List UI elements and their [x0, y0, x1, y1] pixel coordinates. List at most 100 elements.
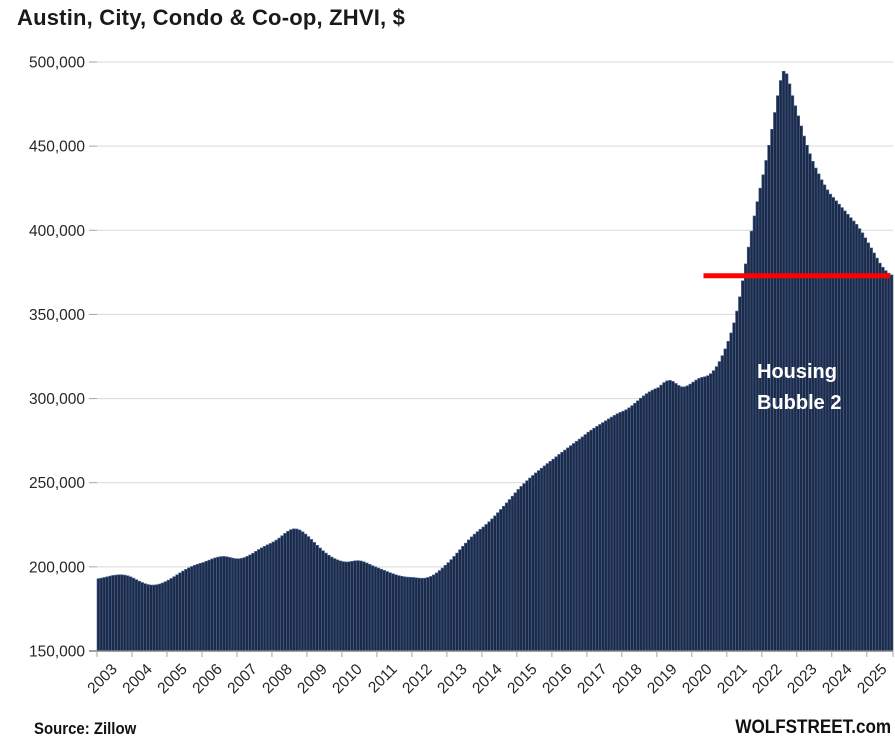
- bar: [122, 574, 127, 652]
- bar: [155, 584, 159, 652]
- bar: [169, 578, 174, 652]
- bar: [528, 477, 532, 652]
- bar: [195, 564, 200, 652]
- bar: [563, 449, 567, 652]
- bar: [475, 531, 480, 652]
- bar: [452, 556, 456, 652]
- bar: [137, 580, 142, 652]
- bar: [825, 189, 830, 652]
- brand-credit: WOLFSTREET.com: [735, 717, 891, 738]
- bar: [96, 578, 101, 652]
- bar: [283, 533, 287, 652]
- bar: [455, 552, 459, 652]
- x-axis-year-label: 2018: [609, 661, 645, 697]
- bar: [609, 416, 614, 652]
- bar: [601, 422, 605, 652]
- bar: [210, 558, 214, 652]
- bar: [639, 397, 643, 652]
- bar: [143, 583, 147, 652]
- bar: [344, 561, 349, 652]
- bar: [580, 436, 585, 652]
- bar: [423, 577, 427, 652]
- y-axis-label: 500,000: [29, 55, 85, 72]
- bar: [694, 379, 698, 652]
- bar: [615, 413, 620, 652]
- bar: [248, 554, 252, 652]
- bar: [496, 512, 500, 652]
- bar: [198, 563, 203, 652]
- bar: [557, 454, 561, 652]
- bar: [828, 193, 833, 652]
- bar: [207, 559, 212, 652]
- bar: [362, 561, 366, 652]
- x-axis-year-label: 2025: [854, 661, 890, 697]
- bar: [257, 549, 261, 652]
- bar: [408, 576, 413, 652]
- bar: [391, 573, 395, 652]
- bar: [545, 463, 550, 652]
- x-axis-year-label: 2009: [294, 661, 330, 697]
- bar: [297, 529, 302, 652]
- bar: [449, 559, 454, 652]
- bar: [117, 574, 121, 652]
- bar: [732, 322, 736, 652]
- bar: [262, 546, 267, 652]
- y-axis-label: 300,000: [29, 391, 85, 408]
- bar: [647, 391, 652, 652]
- bar: [831, 197, 835, 652]
- bar: [720, 355, 725, 652]
- bar: [516, 489, 521, 652]
- x-axis-year-label: 2022: [749, 661, 785, 697]
- bar: [271, 541, 276, 652]
- bar: [192, 565, 197, 652]
- bar: [318, 547, 322, 652]
- y-axis-label: 250,000: [29, 475, 85, 492]
- source-credit: Source: Zillow: [34, 719, 137, 738]
- bar: [265, 544, 270, 652]
- bar: [446, 562, 451, 652]
- bar: [531, 475, 535, 652]
- x-axis-year-label: 2006: [189, 661, 225, 697]
- bar: [111, 575, 115, 652]
- bar: [128, 576, 133, 652]
- bar: [300, 531, 305, 652]
- bar: [259, 547, 264, 652]
- bar: [688, 383, 693, 652]
- bar: [510, 495, 515, 652]
- bar: [472, 533, 477, 652]
- bar: [338, 560, 343, 652]
- bar: [592, 427, 596, 652]
- bar: [539, 467, 544, 652]
- bar: [388, 572, 392, 652]
- bar: [289, 529, 293, 652]
- bar: [536, 470, 541, 652]
- x-axis-year-label: 2004: [119, 661, 156, 698]
- bar: [350, 560, 354, 652]
- bar: [577, 438, 582, 652]
- bar: [286, 531, 290, 652]
- bar: [242, 557, 247, 652]
- bar: [464, 542, 468, 652]
- bar: [834, 200, 838, 652]
- x-axis-year-label: 2024: [819, 661, 856, 698]
- bar: [190, 566, 194, 652]
- bar: [569, 445, 573, 652]
- bar: [583, 434, 588, 652]
- x-axis-year-label: 2007: [224, 661, 260, 697]
- bar: [437, 570, 442, 652]
- bar: [434, 572, 439, 652]
- bar: [251, 552, 255, 652]
- bar: [481, 526, 486, 652]
- bar: [426, 577, 430, 652]
- bar: [644, 393, 649, 652]
- bar: [714, 366, 719, 652]
- bar: [612, 415, 617, 652]
- bar: [685, 385, 690, 652]
- bar: [321, 550, 325, 652]
- bar: [487, 521, 491, 652]
- bar: [131, 577, 136, 652]
- bar: [187, 567, 191, 652]
- bar: [606, 418, 611, 652]
- x-axis-year-label: 2005: [154, 661, 190, 697]
- bar: [420, 577, 424, 652]
